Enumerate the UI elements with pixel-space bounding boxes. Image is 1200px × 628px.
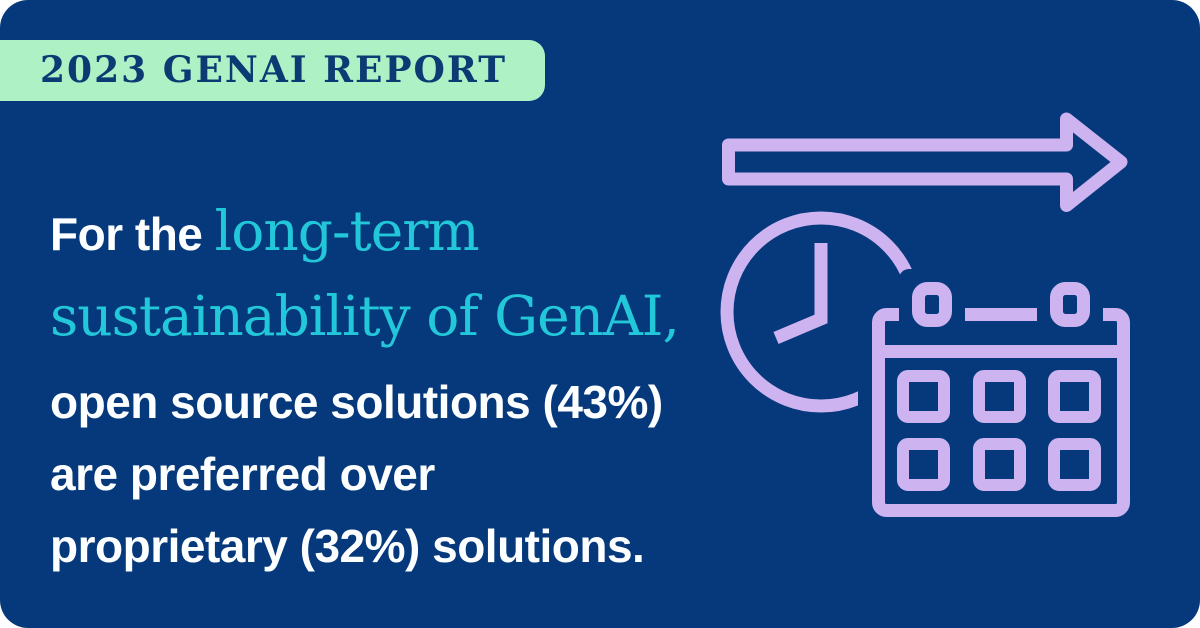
- timeline-arrow-icon: [722, 112, 1128, 212]
- badge-label: 2023 GENAI REPORT: [40, 48, 507, 91]
- time-planning-illustration: [720, 112, 1144, 531]
- statement-line-5: proprietary (32%) solutions.: [50, 516, 750, 588]
- statement-body-1: open source solutions (43%): [50, 376, 663, 428]
- statement-line-4: are preferred over: [50, 444, 750, 516]
- statement-body-3: proprietary (32%) solutions.: [50, 520, 645, 572]
- statement-line-2: sustainability of GenAI,: [50, 281, 750, 366]
- statement-prefix: For the: [50, 208, 215, 260]
- statement-highlight: long-term: [214, 199, 480, 263]
- statement-body-2: are preferred over: [50, 448, 435, 500]
- statement-line-3: open source solutions (43%): [50, 372, 750, 444]
- report-badge: 2023 GENAI REPORT: [0, 40, 545, 101]
- calendar-icon: [872, 269, 1130, 517]
- statement: For the long-term sustainability of GenA…: [50, 196, 750, 588]
- statement-highlight-2: sustainability of GenAI,: [50, 284, 680, 348]
- statement-line-1: For the long-term: [50, 196, 750, 281]
